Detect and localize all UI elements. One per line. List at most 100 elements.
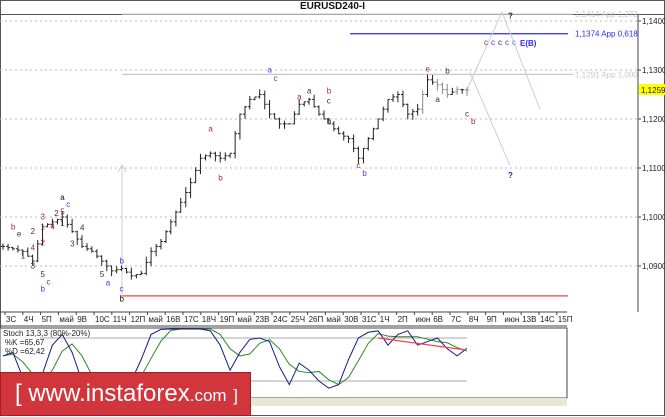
x-tick-label: 7С [451, 315, 461, 324]
level-label: 1,1414 App 1,272 [575, 10, 638, 19]
wave-label: c [465, 110, 469, 119]
d-value: %D =62,42 [5, 347, 45, 356]
wave-label: 4 [80, 224, 85, 233]
x-tick-label: май [326, 315, 340, 324]
wave-label: c [119, 284, 123, 293]
wave-label: 3 [31, 261, 36, 270]
logo-suffix: .com [189, 386, 227, 405]
wave-label: c [66, 200, 70, 209]
wave-label: a [60, 193, 65, 202]
stoch-d-line [2, 328, 468, 392]
wave-label: 5 [40, 270, 45, 279]
x-tick-label: май [237, 315, 251, 324]
x-tick-label: 15П [558, 315, 573, 324]
current-price-marker [639, 84, 665, 96]
wave-label: b [445, 66, 450, 75]
y-tick-label: 1,0900 [642, 262, 665, 271]
y-tick-label: 1,1400 [642, 17, 665, 26]
x-tick-label: 23В [255, 315, 269, 324]
x-tick-label: 1Ч [380, 315, 390, 324]
x-tick-label: 16В [166, 315, 180, 324]
x-tick-label: 12П [131, 315, 146, 324]
wave-label: 5 [60, 208, 65, 217]
x-tick-label: май [59, 315, 73, 324]
wave-label: a [208, 124, 213, 133]
question-label: ? [508, 12, 513, 21]
projection-line [466, 10, 541, 110]
x-tick-label: 26П [309, 315, 324, 324]
x-tick-label: июн [504, 315, 519, 324]
wave-label: b [218, 173, 223, 182]
indicator-name: Stoch 13,3,3 (80%-20%) [3, 329, 90, 338]
wave-label: 3 [40, 212, 45, 221]
x-tick-label: май [148, 315, 162, 324]
panel-footer [0, 398, 567, 406]
y-tick-label: 1,1000 [642, 213, 665, 222]
wave-label: a [435, 95, 440, 104]
wave-label: a [297, 92, 302, 101]
wave-label: 4 [31, 243, 36, 252]
wave-label: b [327, 87, 332, 96]
wave-label: c [484, 38, 488, 47]
k-value: %K =65,67 [5, 338, 45, 347]
level-label: 1,1291 App 1,000 [575, 70, 638, 79]
x-tick-label: 31С [362, 315, 377, 324]
wave-label: c [356, 161, 360, 170]
logo-bracket: [ [15, 380, 22, 407]
x-tick-label: 6В [433, 315, 443, 324]
x-tick-label: 5П [42, 315, 52, 324]
wave-label: b [11, 222, 16, 231]
wave-label: b [119, 257, 124, 266]
wave-label: c [491, 38, 495, 47]
logo-bracket: ] [233, 386, 238, 405]
x-tick-label: 8Ч [469, 315, 479, 324]
wave-label: a [307, 87, 312, 96]
wave-label: 2 [54, 209, 59, 218]
level-label: 1,1374 App 0,618 [575, 30, 638, 39]
x-tick-label: 11Ч [113, 315, 127, 324]
x-tick-label: 19П [220, 315, 235, 324]
wave-label: c [512, 38, 516, 47]
x-tick-label: 3С [6, 315, 16, 324]
x-tick-label: 24С [273, 315, 288, 324]
arrow-up-icon [117, 163, 127, 173]
wave-label: a [268, 65, 273, 74]
wave-label: c [274, 74, 278, 83]
x-tick-label: 13В [522, 315, 536, 324]
question-label: ? [508, 171, 513, 180]
wave-label: 1 [40, 222, 45, 231]
wave-label: E(B) [520, 39, 537, 48]
wave-label: c [498, 38, 502, 47]
wave-label: c [505, 38, 509, 47]
wave-label: a [106, 279, 111, 288]
wave-label: 5 [100, 270, 105, 279]
wave-label: b [40, 284, 45, 293]
y-tick-label: 1,1200 [642, 115, 665, 124]
wave-label: 2 [31, 227, 36, 236]
logo-text: www.instaforex [28, 380, 190, 407]
wave-label: e [17, 230, 22, 239]
x-tick-label: 25Ч [291, 315, 305, 324]
x-tick-label: 9В [77, 315, 87, 324]
y-tick-label: 1,1100 [642, 164, 665, 173]
x-tick-label: 14С [540, 315, 555, 324]
wave-label: 1 [21, 252, 26, 261]
current-price-label: 1,1259 [641, 86, 665, 95]
x-tick-label: 17С [184, 315, 199, 324]
y-tick-label: 1,1300 [642, 66, 665, 75]
x-tick-label: 4Ч [24, 315, 34, 324]
wave-label: 2 [40, 238, 45, 247]
x-tick-label: июн [415, 315, 430, 324]
wave-label: e [426, 64, 431, 73]
wave-label: c [46, 278, 50, 287]
wave-label: 4 [50, 222, 55, 231]
wave-label: b [327, 117, 332, 126]
x-tick-label: 18Ч [202, 315, 216, 324]
wave-label: 1 [60, 219, 65, 228]
wave-label: 3 [70, 239, 75, 248]
x-tick-label: 30В [344, 315, 358, 324]
instaforex-logo[interactable]: [ www.instaforex.com ] [0, 372, 251, 416]
x-tick-label: 9П [487, 315, 497, 324]
wave-label: b [119, 294, 124, 303]
